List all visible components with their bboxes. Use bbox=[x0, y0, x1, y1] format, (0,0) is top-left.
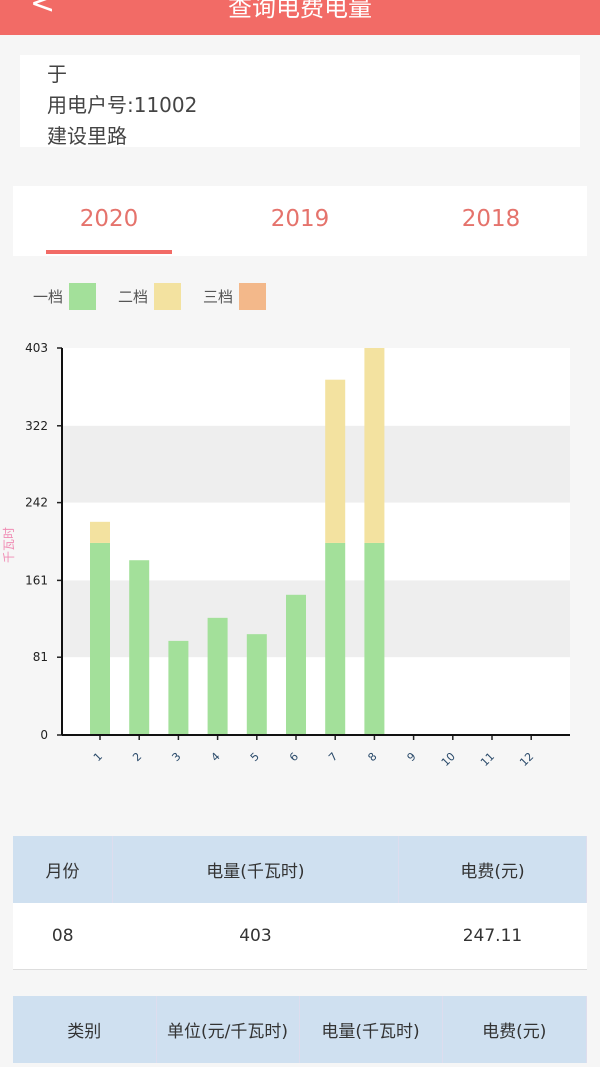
summary-table: 月份 电量(千瓦时) 电费(元) 08 403 247.11 bbox=[13, 836, 588, 970]
bar-segment bbox=[90, 521, 110, 543]
bar-segment bbox=[168, 640, 189, 735]
page-title: 查询电费电量 bbox=[228, 0, 372, 22]
bar-segment bbox=[246, 634, 267, 735]
legend-item: 三档 bbox=[203, 283, 267, 310]
col-header: 月份 bbox=[13, 836, 113, 903]
cell-usage: 403 bbox=[112, 903, 399, 970]
account-name: 于 bbox=[47, 62, 67, 86]
chevron-left-icon[interactable]: < bbox=[30, 0, 56, 21]
x-tick-label: 4 bbox=[209, 750, 223, 764]
bar-segment bbox=[207, 617, 228, 735]
col-header: 单位(元/千瓦时) bbox=[156, 996, 300, 1063]
detail-table: 类别 单位(元/千瓦时) 电量(千瓦时) 电费(元) bbox=[13, 996, 587, 1063]
legend-label: 二档 bbox=[118, 288, 149, 306]
x-tick-label: 2 bbox=[130, 750, 144, 764]
x-tick-label: 1 bbox=[91, 750, 105, 764]
col-header: 电费(元) bbox=[398, 836, 588, 903]
legend-label: 一档 bbox=[33, 288, 64, 306]
bar-segment bbox=[90, 542, 110, 735]
y-tick-label: 0 bbox=[40, 728, 48, 742]
x-tick-label: 5 bbox=[248, 750, 262, 764]
x-tick-label: 8 bbox=[365, 750, 379, 764]
account-number: 用电户号:11002 bbox=[47, 93, 198, 117]
col-header: 电量(千瓦时) bbox=[299, 996, 443, 1063]
y-tick-label: 161 bbox=[25, 573, 48, 587]
x-tick-label: 6 bbox=[287, 750, 301, 764]
legend-swatch bbox=[69, 283, 97, 310]
y-tick-label: 403 bbox=[25, 341, 48, 355]
y-axis-label: 千瓦时 bbox=[2, 527, 16, 563]
tab-2018[interactable]: 2018 bbox=[461, 206, 521, 232]
bar-segment bbox=[286, 594, 306, 735]
chart-legend: 一档 二档 三档 bbox=[33, 283, 288, 310]
col-header: 电量(千瓦时) bbox=[112, 836, 399, 903]
tab-2019[interactable]: 2019 bbox=[270, 206, 330, 232]
account-info-card: 于 用电户号:11002 建设里路 bbox=[20, 55, 580, 148]
legend-item: 二档 bbox=[118, 283, 182, 310]
top-bar: < 查询电费电量 bbox=[0, 0, 600, 35]
grid-band bbox=[62, 425, 570, 503]
y-tick-label: 242 bbox=[25, 496, 48, 510]
cell-month: 08 bbox=[13, 903, 113, 970]
year-tabs: 2020 2019 2018 bbox=[13, 186, 587, 256]
col-header: 电费(元) bbox=[442, 996, 587, 1063]
x-tick-label: 3 bbox=[169, 750, 183, 764]
x-tick-label: 10 bbox=[439, 750, 458, 769]
x-tick-label: 9 bbox=[405, 750, 419, 764]
y-tick-label: 81 bbox=[33, 650, 48, 664]
legend-item: 一档 bbox=[33, 283, 97, 310]
tab-2020[interactable]: 2020 bbox=[46, 206, 172, 254]
x-tick-label: 7 bbox=[326, 750, 340, 764]
cell-fee: 247.11 bbox=[398, 903, 587, 970]
col-header: 类别 bbox=[13, 996, 157, 1063]
bar-segment bbox=[364, 542, 385, 735]
bar-segment bbox=[325, 542, 346, 735]
bar-segment bbox=[364, 348, 385, 543]
bar-segment bbox=[325, 379, 346, 543]
x-tick-label: 11 bbox=[478, 750, 497, 769]
y-tick-label: 322 bbox=[25, 419, 48, 433]
x-tick-label: 12 bbox=[517, 750, 536, 769]
legend-swatch bbox=[154, 283, 182, 310]
legend-label: 三档 bbox=[203, 288, 234, 306]
account-address: 建设里路 bbox=[47, 124, 127, 148]
table-row[interactable]: 08 403 247.11 bbox=[13, 903, 587, 970]
legend-swatch bbox=[239, 283, 267, 310]
bar-segment bbox=[129, 560, 150, 735]
